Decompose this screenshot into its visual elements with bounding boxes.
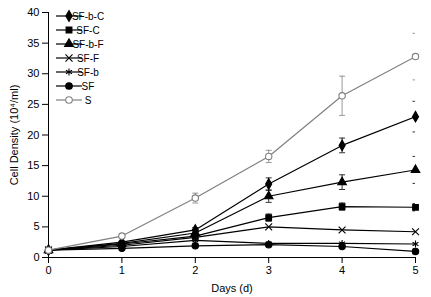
svg-text:SF-b-C: SF-b-C	[72, 11, 104, 22]
svg-text:4: 4	[339, 264, 345, 276]
svg-text:SF-b-F: SF-b-F	[72, 39, 103, 50]
svg-text:10: 10	[27, 190, 39, 202]
svg-text:SF-b: SF-b	[77, 67, 99, 78]
svg-text:SF: SF	[82, 81, 95, 92]
svg-text:2: 2	[192, 264, 198, 276]
svg-text:5: 5	[33, 220, 39, 232]
svg-text:0: 0	[33, 251, 39, 263]
svg-text:Days (d): Days (d)	[211, 282, 253, 294]
svg-text:1: 1	[119, 264, 125, 276]
svg-text:15: 15	[27, 159, 39, 171]
svg-text:SF-C: SF-C	[76, 25, 99, 36]
svg-text:3: 3	[266, 264, 272, 276]
svg-text:SF-F: SF-F	[77, 53, 99, 64]
svg-text:S: S	[85, 95, 92, 106]
svg-text:Cell Density (10⁴/ml): Cell Density (10⁴/ml)	[8, 85, 20, 186]
svg-text:40: 40	[27, 6, 39, 18]
svg-text:30: 30	[27, 67, 39, 79]
svg-text:35: 35	[27, 37, 39, 49]
svg-text:0: 0	[45, 264, 51, 276]
svg-text:25: 25	[27, 98, 39, 110]
svg-text:5: 5	[412, 264, 418, 276]
svg-text:20: 20	[27, 129, 39, 141]
